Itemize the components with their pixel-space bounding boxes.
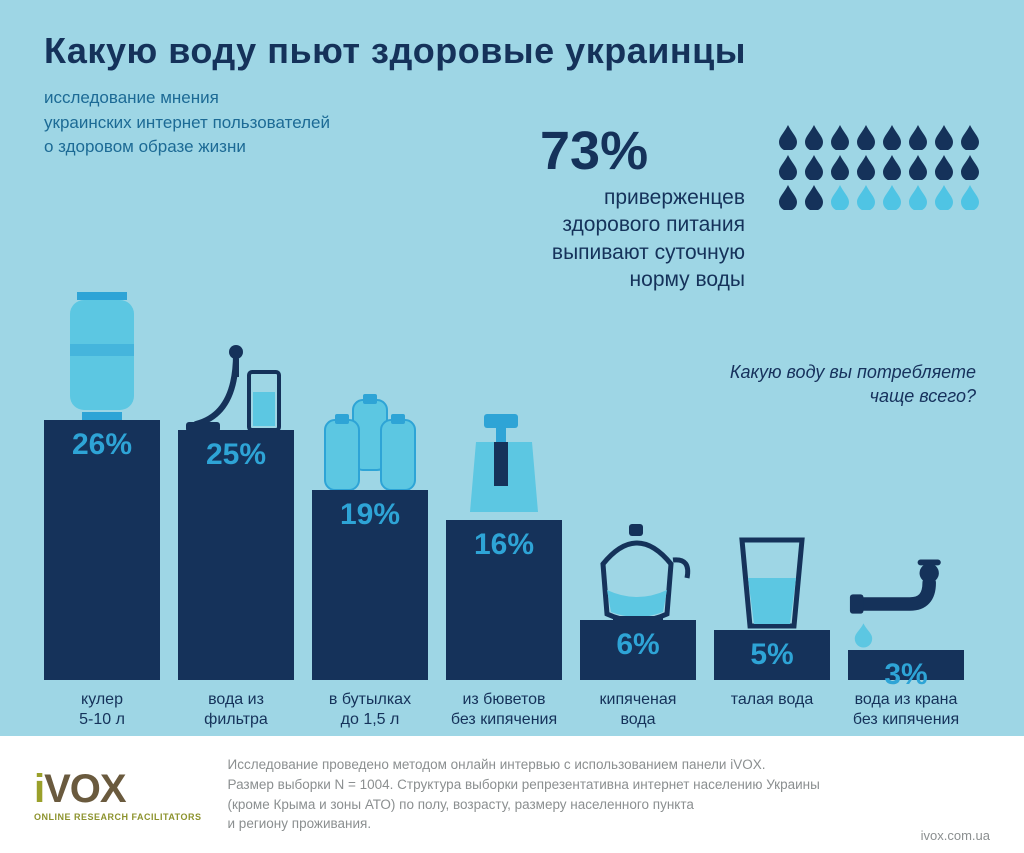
drop-icon — [934, 184, 954, 210]
infographic-main: Какую воду пьют здоровые украинцы исслед… — [0, 0, 1024, 736]
bottles-icon — [312, 394, 428, 494]
bar-label: вода изфильтра — [204, 690, 268, 734]
bar-value: 16% — [474, 528, 534, 562]
drop-icon — [908, 124, 928, 150]
bar: 6% — [580, 620, 696, 680]
drop-icon — [830, 124, 850, 150]
drop-icon — [882, 154, 902, 180]
drop-icon — [778, 124, 798, 150]
drop-icon — [908, 184, 928, 210]
footer: iVOX ONLINE RESEARCH FACILITATORS Исслед… — [0, 736, 1024, 853]
bar: 26% — [44, 420, 160, 680]
bar-col: 25% вода изфильтра — [178, 304, 294, 734]
drop-icon — [960, 154, 980, 180]
bar-col: 5% талая вода — [714, 534, 830, 734]
drop-icon — [960, 184, 980, 210]
bar-label: из бюветовбез кипячения — [451, 690, 557, 734]
drop-icon — [856, 124, 876, 150]
bar-value: 19% — [340, 498, 400, 532]
bar-label: в бутылкахдо 1,5 л — [329, 690, 411, 734]
bar: 5% — [714, 630, 830, 680]
drop-icon — [882, 184, 902, 210]
bar: 3% — [848, 650, 964, 680]
drops-grid — [745, 124, 980, 214]
footer-url: ivox.com.ua — [921, 828, 990, 843]
drop-icon — [804, 124, 824, 150]
bar-value: 5% — [750, 638, 793, 672]
logo: iVOX ONLINE RESEARCH FACILITATORS — [34, 767, 202, 822]
bar-col: 26% кулер5-10 л — [44, 274, 160, 734]
bar-label: вода из кранабез кипячения — [853, 690, 959, 734]
drop-icon — [934, 154, 954, 180]
kettle-icon — [580, 524, 696, 624]
drop-icon — [882, 124, 902, 150]
pump-icon — [446, 414, 562, 524]
drop-icon — [804, 154, 824, 180]
logo-main: VOX — [44, 767, 125, 811]
drop-icon — [960, 124, 980, 150]
drop-icon — [830, 184, 850, 210]
bar-label: талая вода — [731, 690, 814, 734]
bar-col: 3%вода из кранабез кипячения — [848, 554, 964, 734]
footer-text: Исследование проведено методом онлайн ин… — [228, 755, 820, 833]
drop-icon — [908, 154, 928, 180]
bar: 19% — [312, 490, 428, 680]
bar: 25% — [178, 430, 294, 680]
drop-icon — [830, 154, 850, 180]
bar-value: 6% — [616, 628, 659, 662]
bar-col: 16% из бюветовбез кипячения — [446, 414, 562, 734]
glass-icon — [714, 534, 830, 634]
bar-label: кулер5-10 л — [79, 690, 125, 734]
drop-icon — [934, 124, 954, 150]
page-title: Какую воду пьют здоровые украинцы — [44, 30, 980, 72]
cooler-icon — [44, 274, 160, 424]
stat-percent: 73% — [540, 120, 648, 182]
bar-col: 6% кипяченаявода — [580, 524, 696, 734]
bar-value: 25% — [206, 438, 266, 472]
tap-icon — [848, 554, 964, 654]
drop-icon — [856, 184, 876, 210]
bar-chart: 26% кулер5-10 л 25% вода изфильтра 19% в буты… — [44, 244, 980, 734]
bar-col: 19% в бутылкахдо 1,5 л — [312, 394, 428, 734]
bar-label: кипяченаявода — [600, 690, 677, 734]
drop-icon — [778, 184, 798, 210]
drop-icon — [856, 154, 876, 180]
bar-value: 26% — [72, 428, 132, 462]
drop-icon — [778, 154, 798, 180]
filter-icon — [178, 304, 294, 434]
logo-prefix: i — [34, 767, 44, 811]
logo-sub: ONLINE RESEARCH FACILITATORS — [34, 812, 202, 822]
drop-icon — [804, 184, 824, 210]
bar-value: 3% — [884, 658, 927, 692]
bar: 16% — [446, 520, 562, 680]
